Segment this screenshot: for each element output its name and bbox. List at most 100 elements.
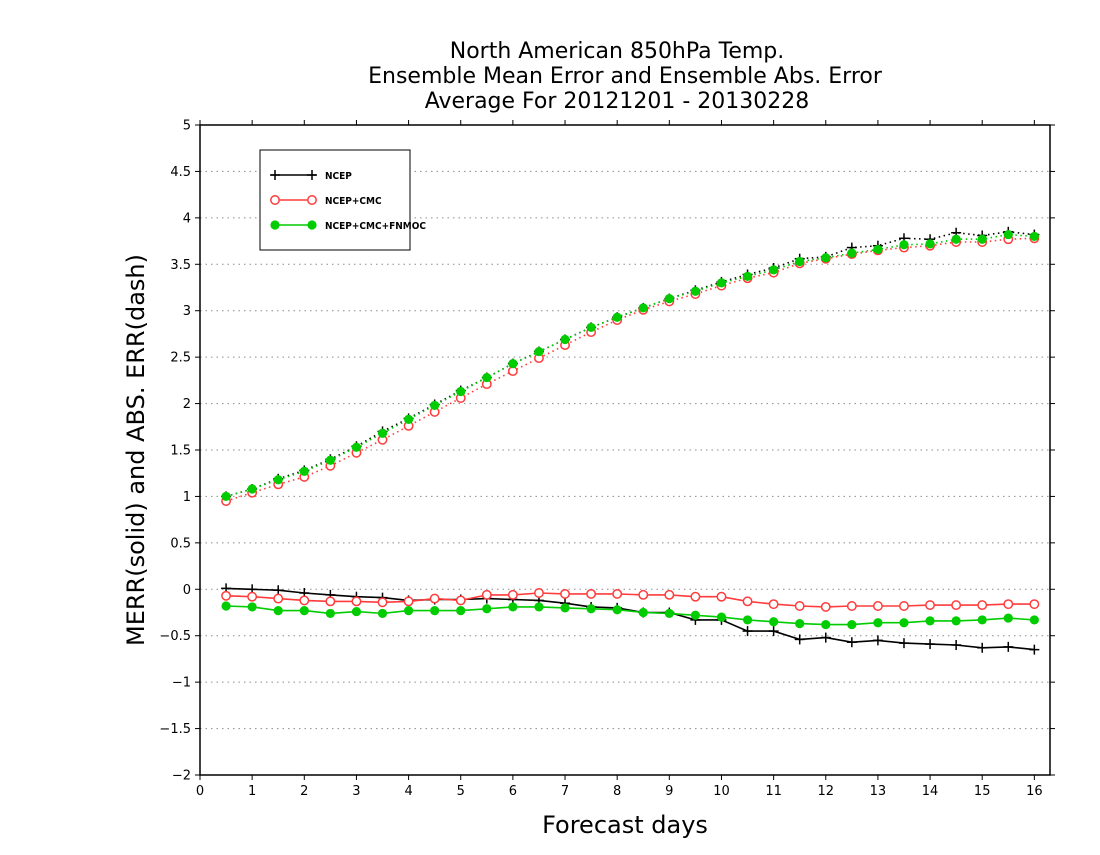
mean-error-point <box>299 606 309 616</box>
chart-title-line-2: Ensemble Mean Error and Ensemble Abs. Er… <box>368 64 883 89</box>
series-ncep-cmc <box>221 233 1040 612</box>
mean-error-point <box>1003 641 1014 652</box>
abs-error-point <box>716 278 727 288</box>
mean-error-point <box>898 638 909 649</box>
plot-area-frame <box>199 124 1051 776</box>
abs-error-point <box>377 428 388 438</box>
x-tick-label: 3 <box>352 784 360 799</box>
mean-error-point <box>742 626 753 637</box>
grid-layer <box>200 170 1050 730</box>
mean-error-point <box>846 601 857 611</box>
mean-error-point <box>872 601 883 611</box>
abs-error-point <box>612 312 622 322</box>
mean-error-point <box>925 616 935 626</box>
legend-marker <box>307 170 317 180</box>
mean-error-point <box>794 634 805 645</box>
legend-label: NCEP+CMC+FNMOC <box>325 221 426 232</box>
mean-error-point <box>977 642 988 653</box>
mean-error-point <box>560 588 570 599</box>
abs-error-point <box>351 442 362 452</box>
mean-error-point <box>820 601 831 612</box>
mean-error-point <box>846 637 857 648</box>
y-tick-label: 1 <box>183 490 191 505</box>
mean-error-point <box>1003 599 1014 610</box>
abs-error-point <box>795 256 805 267</box>
x-tick-label: 5 <box>457 784 465 799</box>
mean-error-point <box>325 596 336 607</box>
mean-error-point <box>925 639 936 650</box>
mean-error-point <box>690 591 701 602</box>
y-tick-label: 5 <box>183 119 191 134</box>
legend: NCEP NCEP+CMC NCEP+CMC+FNMOC <box>259 149 426 251</box>
abs-error-point <box>951 234 961 244</box>
x-tick-label: 11 <box>765 784 782 799</box>
x-tick-label: 9 <box>665 784 673 799</box>
abs-error-point <box>456 386 466 397</box>
y-tick-label: 3 <box>183 304 191 319</box>
mean-error-point <box>664 608 674 619</box>
x-tick-label: 1 <box>248 784 256 799</box>
legend-marker <box>270 220 280 230</box>
mean-error-point <box>507 589 518 600</box>
x-tick-label: 16 <box>1026 784 1043 799</box>
mean-error-point <box>1003 613 1013 623</box>
mean-error-point <box>1029 644 1040 655</box>
abs-error-point <box>403 414 414 424</box>
abs-error-point <box>769 265 779 275</box>
y-tick-label: −1.5 <box>159 722 191 737</box>
mean-error-point <box>1029 599 1040 610</box>
x-tick-label: 15 <box>974 784 991 799</box>
mean-error-point <box>951 616 961 626</box>
y-tick-label: −2 <box>172 769 191 784</box>
abs-error-line <box>225 233 1035 498</box>
x-tick-label: 2 <box>300 784 308 799</box>
abs-error-point <box>560 334 570 345</box>
legend-marker <box>307 195 317 205</box>
mean-error-point <box>351 606 362 617</box>
legend-marker <box>270 170 280 180</box>
mean-error-point <box>873 618 883 628</box>
x-tick-label: 6 <box>509 784 517 799</box>
mean-error-point <box>247 591 258 602</box>
abs-error-point <box>508 359 518 369</box>
mean-error-point <box>769 617 779 627</box>
x-tick-label: 10 <box>713 784 730 799</box>
mean-error-point <box>273 593 284 604</box>
series-layer <box>221 226 1040 655</box>
legend-entry-ncep-cmc: NCEP+CMC <box>270 195 382 207</box>
legend-entries: NCEP NCEP+CMC NCEP+CMC+FNMOC <box>270 170 426 232</box>
ticks-layer: −2−1.5−1−0.500.511.522.533.544.550 1 2 3 4 5 6… <box>159 119 1055 799</box>
mean-error-point <box>612 605 622 615</box>
mean-error-point <box>690 610 700 620</box>
mean-error-point <box>429 593 440 604</box>
abs-error-point <box>247 484 257 494</box>
mean-error-point <box>951 600 962 611</box>
x-tick-label: 7 <box>561 784 569 799</box>
y-tick-label: −0.5 <box>159 629 191 644</box>
abs-error-point <box>638 303 648 313</box>
mean-error-point <box>351 596 362 607</box>
mean-error-point <box>377 608 388 619</box>
y-tick-label: 2.5 <box>170 351 191 366</box>
mean-error-point <box>325 608 335 619</box>
mean-error-point <box>794 601 805 611</box>
abs-error-point <box>742 271 753 281</box>
mean-error-point <box>586 588 597 599</box>
mean-error-point <box>742 615 753 625</box>
abs-error-point <box>1029 231 1039 242</box>
chart-title-line-3: Average For 20121201 - 20130228 <box>425 89 810 114</box>
abs-error-point <box>977 234 987 244</box>
mean-error-point <box>247 602 257 612</box>
mean-error-point <box>716 612 727 622</box>
legend-entry-ncep-cmc-fnmoc: NCEP+CMC+FNMOC <box>270 220 426 232</box>
y-tick-label: 2 <box>183 397 191 412</box>
mean-error-point <box>925 600 936 611</box>
mean-error-point <box>534 602 544 612</box>
mean-error-point <box>430 606 440 616</box>
mean-error-point <box>221 590 232 601</box>
mean-error-point <box>977 600 988 611</box>
mean-error-point <box>273 585 284 596</box>
mean-error-point <box>534 588 544 598</box>
abs-error-point <box>899 240 909 250</box>
